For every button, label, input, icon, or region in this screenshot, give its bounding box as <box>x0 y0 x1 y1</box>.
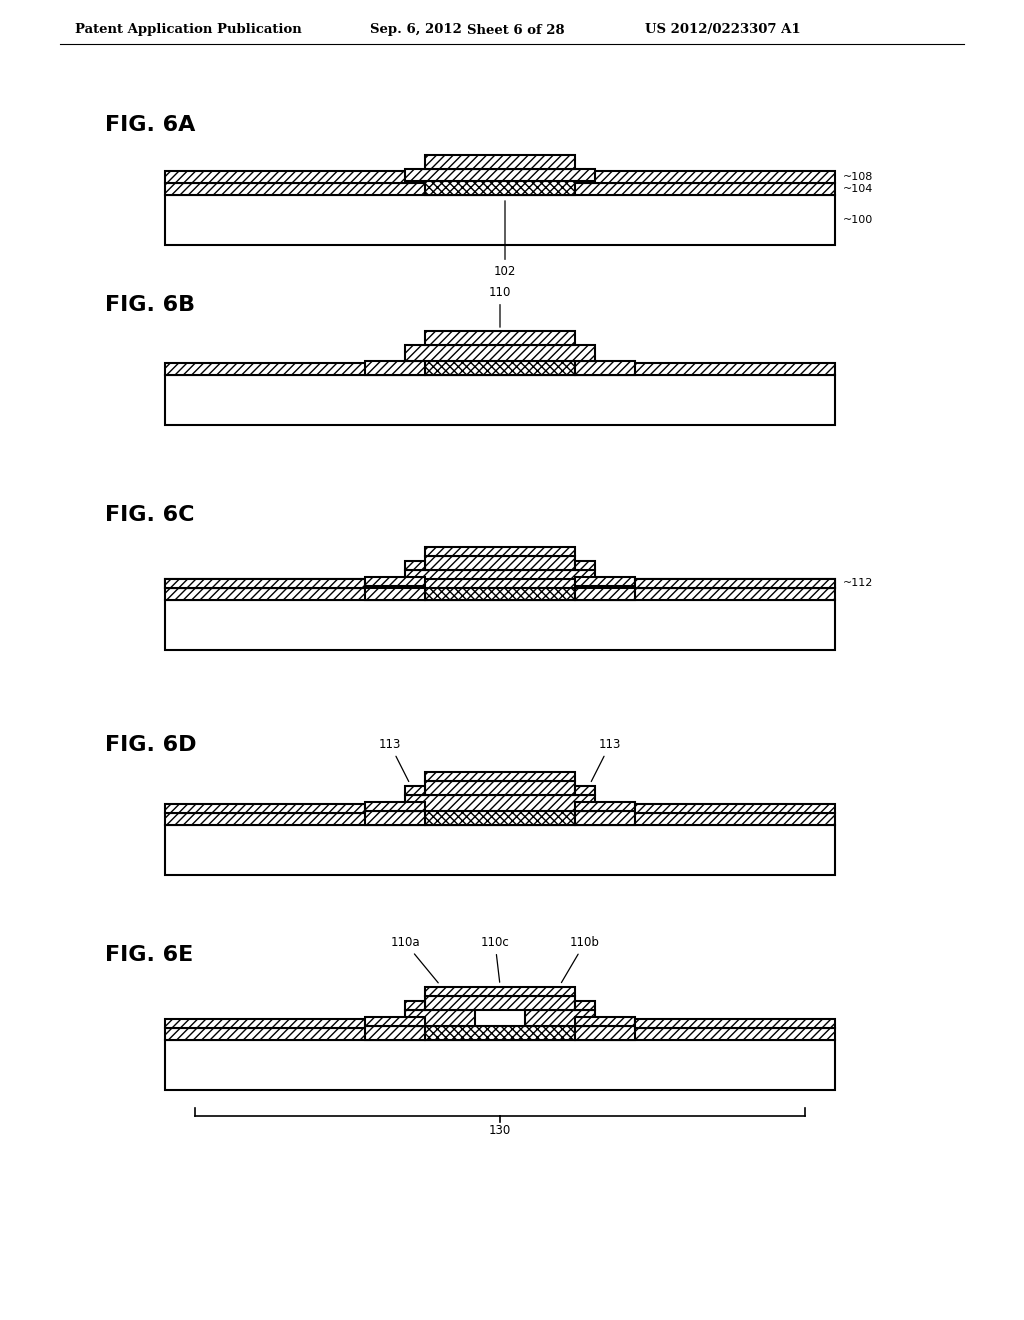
Bar <box>165 813 835 825</box>
Bar <box>583 172 835 183</box>
Bar <box>525 1010 595 1026</box>
Bar <box>425 772 575 781</box>
Bar <box>406 561 425 570</box>
Bar <box>165 172 417 183</box>
Text: 130: 130 <box>488 1125 511 1137</box>
Bar <box>365 1016 425 1026</box>
Text: FIG. 6E: FIG. 6E <box>105 945 194 965</box>
Bar <box>165 195 835 246</box>
Bar <box>406 345 595 360</box>
Bar <box>165 587 835 601</box>
Bar <box>425 586 575 601</box>
Text: 110: 110 <box>488 286 511 327</box>
Bar <box>575 360 635 375</box>
Text: FIG. 6D: FIG. 6D <box>105 735 197 755</box>
Text: FIG. 6A: FIG. 6A <box>105 115 196 135</box>
Bar <box>425 154 575 169</box>
Bar <box>425 781 575 795</box>
Text: 113: 113 <box>591 738 622 781</box>
Text: 110b: 110b <box>561 936 600 982</box>
Bar <box>365 586 425 601</box>
Bar <box>406 795 595 810</box>
Bar <box>165 1040 835 1090</box>
Bar <box>425 181 575 195</box>
Text: Sep. 6, 2012: Sep. 6, 2012 <box>370 24 462 37</box>
Bar <box>165 363 835 375</box>
Bar <box>365 577 425 586</box>
Text: ~100: ~100 <box>843 215 873 224</box>
Bar <box>165 1028 835 1040</box>
Bar <box>165 1019 365 1028</box>
Bar <box>165 579 365 587</box>
Bar <box>425 987 575 997</box>
Text: ~104: ~104 <box>843 183 873 194</box>
Text: 113: 113 <box>379 738 409 781</box>
Text: FIG. 6C: FIG. 6C <box>105 506 195 525</box>
Bar <box>406 785 425 795</box>
Bar <box>165 375 835 425</box>
Bar <box>635 579 835 587</box>
Bar <box>406 169 595 181</box>
Bar <box>635 1019 835 1028</box>
Bar <box>406 570 595 586</box>
Text: 110a: 110a <box>390 936 438 983</box>
Bar <box>575 1016 635 1026</box>
Bar <box>635 804 835 813</box>
Bar <box>575 586 635 601</box>
Bar <box>575 803 635 810</box>
Bar <box>575 810 635 825</box>
Bar <box>165 183 835 195</box>
Bar <box>165 804 365 813</box>
Text: Patent Application Publication: Patent Application Publication <box>75 24 302 37</box>
Bar <box>425 546 575 556</box>
Bar <box>165 601 835 649</box>
Bar <box>425 556 575 570</box>
Bar <box>425 1026 575 1040</box>
Bar <box>575 577 635 586</box>
Bar <box>575 1026 635 1040</box>
Bar <box>425 360 575 375</box>
Bar <box>365 810 425 825</box>
Bar <box>406 1010 475 1026</box>
Bar <box>575 785 595 795</box>
Bar <box>575 1001 595 1010</box>
Bar <box>365 803 425 810</box>
Text: ~112: ~112 <box>843 578 873 589</box>
Bar <box>425 331 575 345</box>
Bar <box>575 561 595 570</box>
Bar <box>425 997 575 1010</box>
Text: Sheet 6 of 28: Sheet 6 of 28 <box>467 24 564 37</box>
Bar <box>406 1001 425 1010</box>
Bar <box>365 1026 425 1040</box>
Bar <box>425 810 575 825</box>
Bar <box>165 825 835 875</box>
Text: US 2012/0223307 A1: US 2012/0223307 A1 <box>645 24 801 37</box>
Text: 110c: 110c <box>480 936 509 982</box>
Bar <box>165 579 835 587</box>
Bar <box>365 360 425 375</box>
Text: 102: 102 <box>494 201 516 279</box>
Text: FIG. 6B: FIG. 6B <box>105 294 196 315</box>
Text: ~108: ~108 <box>843 172 873 182</box>
